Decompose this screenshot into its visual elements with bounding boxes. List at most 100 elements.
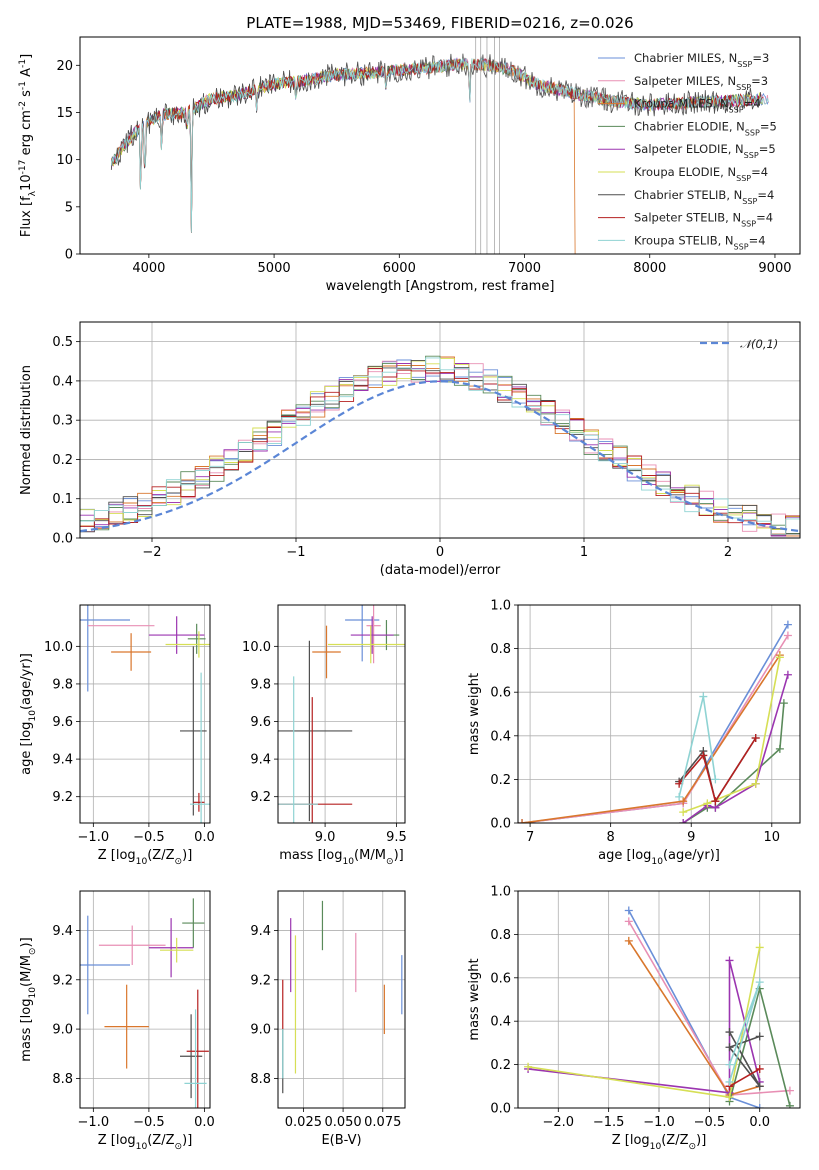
age-vs-mass-point: [278, 676, 318, 823]
spectrum-plot-area: [110, 37, 769, 254]
residual-hist-ytick-label: 0.2: [52, 453, 73, 468]
massweight-vs-z-marker: [624, 906, 633, 915]
spectrum-series-2: [110, 58, 578, 254]
mass-vs-z-xtick-label: −0.5: [133, 1115, 165, 1130]
massweight-vs-age-ytick-label: 0.4: [490, 729, 511, 744]
massweight-vs-z-marker: [755, 943, 764, 952]
spectrum-series-8: [110, 57, 769, 233]
spectrum-ylabel: Flux [fλ10-17 erg cm-2 s-1 A-1]: [18, 54, 38, 237]
age-vs-z-point: [187, 623, 206, 654]
massweight-vs-age-marker: [751, 779, 760, 788]
age-vs-mass-plot-area: [278, 605, 405, 823]
massweight-vs-age-series-5: [682, 657, 781, 813]
age-vs-z-xtick-label: −0.5: [133, 830, 165, 845]
age-vs-mass-frame: [277, 604, 406, 824]
massweight-vs-z-ytick-label: 1.0: [490, 885, 511, 900]
massweight-vs-age-series-1: [521, 635, 789, 823]
massweight-vs-z-marker: [755, 1032, 764, 1041]
age-vs-mass-ytick-label: 9.6: [250, 715, 271, 730]
age-vs-z-ytick-label: 9.6: [52, 715, 73, 730]
massweight-vs-age-xtick-label: 9: [687, 830, 695, 845]
mass-vs-z-ytick-label: 9.0: [52, 1023, 73, 1038]
massweight-vs-age-marker: [779, 699, 788, 708]
massweight-vs-age-ytick-label: 1.0: [490, 599, 511, 614]
mass-vs-ebv-panel: 0.025 0.050 0.075 8.8 9.0 9.2 9.4 E(B-V): [250, 890, 406, 1148]
age-vs-mass-point: [350, 616, 394, 654]
spectrum-legend: Chabrier MILES, NSSP=3 Salpeter MILES, NS…: [598, 51, 777, 251]
residual-hist-plot-area: [80, 355, 800, 537]
spectrum-legend-label: Kroupa MILES, NSSP=4: [634, 97, 761, 115]
residual-hist-frame: [79, 321, 801, 539]
massweight-vs-z-series-5: [527, 947, 761, 1099]
age-vs-z-ylabel: age [log10(age/yr)]: [19, 653, 38, 775]
mass-vs-z-point: [184, 1009, 207, 1108]
spectrum-legend-label: Chabrier STELIB, NSSP=4: [634, 188, 774, 206]
age-vs-z-xtick-label: 0.0: [194, 830, 215, 845]
spectrum-xlabel: wavelength [Angstrom, rest frame]: [326, 279, 555, 294]
age-vs-mass-ytick-label: 9.4: [250, 753, 271, 768]
massweight-vs-age-marker: [775, 653, 784, 662]
hist-series-1: [80, 356, 800, 537]
age-vs-mass-point: [278, 640, 353, 822]
age-vs-mass-xtick-label: 9.0: [315, 830, 336, 845]
massweight-vs-age-ylabel: mass weight: [467, 673, 482, 755]
spectrum-legend-label: Salpeter ELODIE, NSSP=5: [634, 142, 776, 160]
residual-hist-ylabel: Normed distribution: [19, 365, 34, 495]
hist-legend-label: 𝒩(0,1): [740, 337, 778, 351]
spectrum-legend-label: Chabrier ELODIE, NSSP=5: [634, 119, 777, 137]
massweight-vs-z-marker: [755, 1064, 764, 1073]
massweight-vs-z-series-4: [528, 960, 761, 1094]
massweight-vs-z-marker: [725, 1028, 734, 1037]
mass-vs-z-point: [104, 984, 149, 1069]
mass-vs-ebv-xtick-label: 0.050: [324, 1115, 361, 1130]
massweight-vs-age-xlabel: age [log10(age/yr)]: [598, 848, 720, 867]
spectrum-legend-label: Kroupa STELIB, NSSP=4: [634, 233, 766, 251]
massweight-vs-age-marker: [783, 620, 792, 629]
spectrum-xtick-label: 6000: [383, 261, 416, 276]
spectrum-legend-label: Salpeter STELIB, NSSP=4: [634, 211, 773, 229]
figure-title: PLATE=1988, MJD=53469, FIBERID=0216, z=0…: [246, 14, 633, 32]
massweight-vs-z-series-2: [628, 940, 760, 1096]
age-vs-z-frame: [79, 604, 211, 824]
spectrum-panel: 4000 5000 6000 7000 8000 9000 0 5 10 15 20 waveleng…: [18, 36, 801, 294]
massweight-vs-age-series-0: [521, 624, 789, 823]
residual-hist-panel: −2 −1 0 1 2 0.0 0.1 0.2 0.3 0.4 0.5 (data-model)/er…: [19, 321, 801, 578]
age-vs-z-xtick-label: −1.0: [78, 830, 110, 845]
age-vs-z-xlabel: Z [log10(Z/Z⊙)]: [98, 848, 193, 867]
massweight-vs-age-marker: [679, 819, 688, 823]
mass-vs-z-point: [98, 925, 166, 965]
massweight-vs-z-xtick-label: −2.0: [542, 1115, 574, 1130]
spectrum-xtick-label: 5000: [258, 261, 291, 276]
massweight-vs-z-marker: [725, 1093, 734, 1102]
massweight-vs-z-frame: [517, 890, 801, 1109]
spectrum-xtick-label: 4000: [132, 261, 165, 276]
mass-vs-z-ytick-label: 8.8: [52, 1072, 73, 1087]
residual-hist-ytick-label: 0.5: [52, 335, 73, 350]
massweight-vs-z-xlabel: Z [log10(Z/Z⊙)]: [612, 1133, 707, 1152]
massweight-vs-age-xtick-label: 8: [607, 830, 615, 845]
massweight-vs-z-marker: [785, 1086, 794, 1095]
massweight-vs-z-marker: [725, 1077, 734, 1086]
mass-vs-ebv-ytick-label: 9.4: [250, 924, 271, 939]
massweight-vs-z-xtick-label: −0.5: [694, 1115, 726, 1130]
spectrum-ytick-label: 20: [56, 59, 73, 74]
age-vs-mass-xtick-label: 9.5: [386, 830, 407, 845]
massweight-vs-age-series-2: [521, 654, 781, 823]
massweight-vs-age-ytick-label: 0.2: [490, 773, 511, 788]
massweight-vs-z-ytick-label: 0.8: [490, 928, 511, 943]
age-vs-z-panel: −1.0 −0.5 0.0 9.2 9.4 9.6 9.8 10.0 Z [log10(Z/Z⊙…: [19, 604, 215, 867]
mass-vs-ebv-xtick-label: 0.075: [364, 1115, 401, 1130]
residual-hist-ytick-label: 0.1: [52, 492, 73, 507]
massweight-vs-age-marker: [679, 808, 688, 817]
mass-vs-ebv-ytick-label: 9.0: [250, 1023, 271, 1038]
massweight-vs-z-marker: [755, 1082, 764, 1091]
massweight-vs-z-ytick-label: 0.4: [490, 1015, 511, 1030]
mass-vs-z-xlabel: Z [log10(Z/Z⊙)]: [98, 1133, 193, 1152]
massweight-vs-age-ytick-label: 0.0: [490, 817, 511, 832]
spectrum-frame: [79, 36, 801, 255]
mass-vs-ebv-xlabel: E(B-V): [321, 1133, 361, 1148]
massweight-vs-z-xtick-label: −1.5: [593, 1115, 625, 1130]
massweight-vs-age-ytick-label: 0.6: [490, 686, 511, 701]
massweight-vs-age-marker: [679, 797, 688, 806]
mass-vs-z-panel: −1.0 −0.5 0.0 8.8 9.0 9.2 9.4 Z [log10(Z/Z⊙)] ma…: [19, 890, 215, 1152]
